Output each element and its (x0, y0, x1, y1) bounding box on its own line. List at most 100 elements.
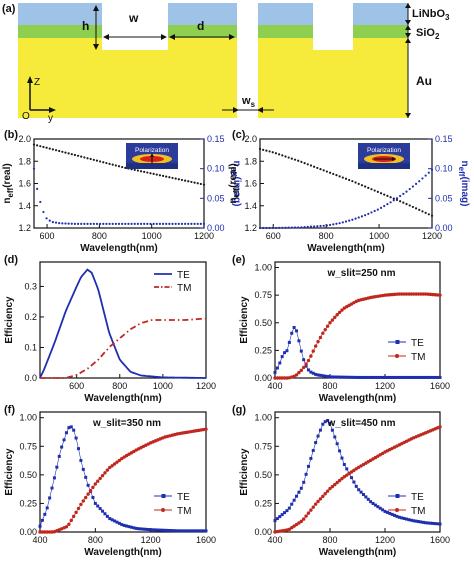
data-point (292, 524, 296, 528)
data-point (268, 150, 271, 153)
data-point (102, 222, 105, 225)
panel-d: (d) 600 800 1000 1200 Wavelength(nm) 0.0 0.1 0.2… (4, 254, 216, 404)
data-point (361, 375, 365, 379)
data-point (79, 458, 83, 462)
data-point (424, 521, 428, 525)
panel-g: (g) 400 800 1200 1600 Wavelength(nm) 0.00 0.25 0… (232, 404, 450, 558)
data-point (436, 375, 440, 379)
data-point (273, 376, 277, 380)
data-point (196, 182, 199, 185)
data-point (290, 526, 294, 530)
data-point (426, 521, 430, 525)
legend-label: TM (411, 352, 425, 363)
x-tick-label: 1200 (375, 381, 395, 391)
data-point (361, 493, 365, 497)
data-point (120, 523, 124, 527)
data-point (146, 171, 149, 174)
data-point (414, 182, 418, 185)
data-point (86, 157, 89, 160)
data-point (359, 490, 363, 494)
x-tick-label: 800 (88, 535, 103, 545)
data-point (421, 292, 425, 296)
data-point (67, 426, 71, 430)
data-point (91, 485, 95, 490)
y-tick-label: 0.00 (19, 527, 37, 537)
data-point (388, 511, 392, 515)
x-tick-label: 800 (322, 381, 337, 391)
panel-tag-g: (g) (232, 404, 246, 416)
data-point (114, 222, 117, 225)
y-axis-label: Efficiency (239, 296, 250, 344)
panel-a: (a) h w d ws LiNbO3 SiO2 Au Z O y (2, 3, 450, 124)
data-point (338, 222, 341, 225)
data-point (433, 522, 437, 526)
data-point (390, 512, 394, 516)
legend-label: TE (411, 338, 424, 349)
data-point (81, 499, 86, 503)
slit-width-annotation: w_slit=350 nm (92, 418, 161, 429)
chart-panels: (b) 600 800 1000 1200 Wavelength(nm) 1.2 1.4 1.6… (2, 129, 470, 558)
data-point (319, 224, 322, 228)
y-axis-label: neff(real) (228, 163, 241, 203)
data-point (287, 506, 291, 510)
data-point (414, 519, 418, 523)
data-point (326, 375, 330, 379)
data-point (400, 375, 404, 379)
data-point (407, 292, 411, 296)
data-point (117, 458, 122, 463)
data-point (86, 483, 90, 487)
data-point (428, 375, 432, 379)
data-point (352, 480, 356, 484)
data-point (100, 473, 105, 478)
data-point (38, 524, 42, 528)
data-point (38, 530, 42, 534)
data-point (344, 177, 348, 180)
data-point (287, 156, 290, 159)
slot-left (102, 3, 168, 50)
data-point (431, 375, 435, 379)
data-point (180, 529, 184, 533)
data-point (306, 511, 311, 515)
x-tick-label: 600 (40, 231, 55, 241)
data-point (332, 172, 335, 176)
panel-tag-a: (a) (2, 3, 16, 15)
data-point (295, 494, 299, 498)
data-point (98, 476, 102, 481)
data-point (395, 198, 399, 202)
data-point (108, 517, 112, 521)
data-point (424, 375, 428, 379)
data-point (388, 375, 392, 379)
data-point (330, 375, 334, 379)
panel-c: (c) 600 800 1000 1200 Wavelength(nm) 1.2 1.4 1.6… (228, 129, 470, 254)
data-point (108, 222, 111, 225)
data-point (385, 375, 389, 379)
data-point (292, 498, 296, 502)
data-point (348, 178, 351, 182)
data-point (192, 529, 196, 533)
data-point (335, 442, 339, 446)
data-point (278, 153, 281, 156)
data-point (405, 190, 408, 193)
data-point (316, 339, 320, 344)
data-point (421, 210, 424, 213)
inset-label: Polarization (367, 147, 401, 154)
data-point (278, 376, 282, 380)
data-point (299, 519, 304, 524)
data-point (330, 428, 334, 432)
data-point (271, 226, 274, 230)
data-point (341, 176, 344, 179)
data-point (302, 358, 306, 362)
data-point (393, 513, 397, 517)
data-point (330, 484, 335, 489)
data-point (395, 514, 399, 518)
data-point (51, 148, 54, 151)
data-point (373, 503, 377, 507)
data-point (121, 222, 124, 225)
data-point (421, 375, 425, 379)
data-point (136, 222, 139, 225)
data-point (187, 180, 190, 183)
data-point (177, 222, 180, 225)
data-point (400, 516, 404, 520)
y-axis-label: Efficiency (4, 296, 15, 344)
data-point (58, 222, 61, 225)
